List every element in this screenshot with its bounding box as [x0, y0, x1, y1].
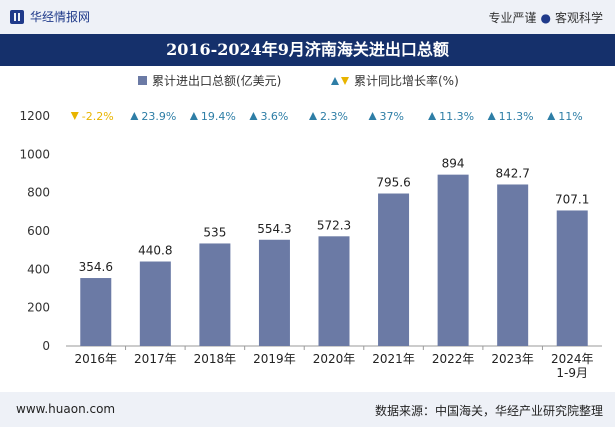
y-tick-label: 0	[42, 339, 50, 353]
bar	[437, 174, 469, 346]
growth-up-marker-icon	[428, 112, 437, 120]
tagline: 专业严谨 ● 客观科学	[488, 9, 603, 26]
chart-title: 2016-2024年9月济南海关进出口总额	[0, 34, 615, 66]
growth-rate-label: 37%	[380, 110, 404, 123]
bar-value-label: 440.8	[138, 244, 172, 258]
brand[interactable]: 华经情报网	[10, 8, 90, 25]
y-tick-label: 400	[27, 262, 50, 276]
bar-value-label: 554.3	[257, 222, 291, 236]
bottom-bar: www.huaon.com 数据来源：中国海关，华经产业研究院整理	[0, 392, 615, 427]
legend-label-bars: 累计进出口总额(亿美元)	[152, 73, 281, 88]
bar-value-label: 842.7	[495, 166, 529, 180]
bar-value-label: 795.6	[376, 176, 410, 190]
x-tick-label: 2024年	[551, 352, 594, 366]
growth-rate-label: 19.4%	[201, 110, 236, 123]
growth-rate-label: -2.2%	[82, 110, 114, 123]
top-bar: 华经情报网 专业严谨 ● 客观科学	[0, 0, 615, 34]
bar	[199, 243, 231, 346]
growth-down-marker-icon	[70, 112, 79, 120]
growth-up-marker-icon	[487, 112, 496, 120]
dot-icon: ●	[540, 11, 551, 25]
bar	[139, 261, 171, 346]
bar-value-label: 354.6	[79, 260, 113, 274]
bar	[318, 236, 350, 346]
tagline-left: 专业严谨	[488, 11, 537, 25]
x-tick-label: 2023年	[491, 352, 534, 366]
x-tick-label: 2021年	[372, 352, 415, 366]
bar	[378, 193, 410, 346]
bar-value-label: 572.3	[317, 218, 351, 232]
x-tick-label: 2022年	[432, 352, 475, 366]
x-tick-label: 2016年	[75, 352, 118, 366]
growth-up-marker-icon	[547, 112, 556, 120]
bar-value-label: 707.1	[555, 192, 589, 206]
growth-up-marker-icon	[309, 112, 317, 120]
bar-value-label: 894	[442, 157, 465, 171]
growth-up-marker-icon	[189, 112, 198, 120]
y-tick-label: 800	[27, 186, 50, 200]
growth-up-marker-icon	[249, 112, 258, 120]
x-tick-label: 1-9月	[556, 366, 588, 380]
y-tick-label: 200	[27, 301, 50, 315]
bar	[497, 184, 529, 346]
y-tick-label: 1000	[19, 147, 50, 161]
growth-rate-label: 11.3%	[499, 110, 534, 123]
legend-swatch-bars	[138, 76, 147, 85]
growth-rate-label: 3.6%	[260, 110, 288, 123]
brand-name: 华经情报网	[30, 10, 91, 24]
x-tick-label: 2018年	[194, 352, 237, 366]
growth-up-marker-icon	[368, 112, 377, 120]
legend-label-growth: 累计同比增长率(%)	[354, 73, 459, 88]
brand-logo-icon	[10, 9, 24, 24]
y-tick-label: 1200	[19, 109, 50, 123]
growth-rate-label: 11.3%	[439, 110, 474, 123]
bar	[556, 210, 588, 346]
growth-up-marker-icon	[130, 112, 139, 120]
growth-rate-label: 23.9%	[141, 110, 176, 123]
bar	[80, 278, 112, 346]
growth-rate-label: 2.3%	[320, 110, 348, 123]
chart: 累计进出口总额(亿美元) 累计同比增长率(%) 0 200 400 600 800 1000 1…	[19, 73, 602, 380]
x-tick-label: 2019年	[253, 352, 296, 366]
growth-rate-label: 11%	[558, 110, 582, 123]
x-tick-label: 2017年	[134, 352, 177, 366]
bar	[258, 239, 290, 346]
bar-value-label: 535	[203, 225, 226, 239]
legend-down-marker-icon	[341, 77, 349, 85]
x-tick-label: 2020年	[313, 352, 356, 366]
website-link[interactable]: www.huaon.com	[16, 402, 116, 416]
tagline-right: 客观科学	[554, 11, 603, 25]
legend-up-marker-icon	[331, 77, 339, 85]
source-note: 数据来源：中国海关，华经产业研究院整理	[374, 404, 603, 418]
y-tick-label: 600	[27, 224, 50, 238]
